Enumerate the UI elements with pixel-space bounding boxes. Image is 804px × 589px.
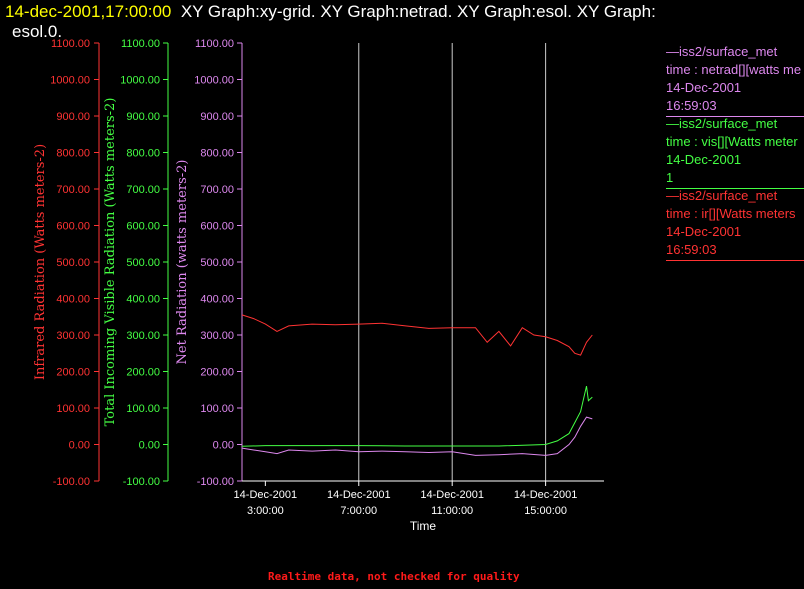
y-tick-label-2: 300.00 [126,330,160,342]
x-axis-title: Time [410,519,437,533]
y-tick-label-2: 0.00 [139,440,160,452]
timestamp: 14-dec-2001,17:00:00 [5,2,172,21]
y-tick-label-1: -100.00 [53,476,90,488]
y-tick-label-1: 400.00 [56,294,90,306]
y-axis-title-3: Net Radiation (watts meters-2) [175,160,190,365]
legend-line: —iss2/surface_met [666,188,778,203]
y-tick-label-2: 800.00 [126,148,160,160]
y-tick-label-2: 100.00 [126,403,160,415]
header-line-1: 14-dec-2001,17:00:00 XY Graph:xy-grid. X… [5,2,656,22]
y-tick-label-3: 500.00 [200,257,234,269]
x-tick-label-time: 3:00:00 [247,505,284,517]
legend-line: —iss2/surface_met [666,44,778,59]
legend-line: time : ir[][Watts meters [666,206,796,221]
graph-list: XY Graph:xy-grid. XY Graph:netrad. XY Gr… [180,2,656,21]
y-tick-label-2: -100.00 [123,476,160,488]
y-tick-label-2: 200.00 [126,367,160,379]
y-tick-label-1: 800.00 [56,148,90,160]
y-tick-label-1: 200.00 [56,367,90,379]
y-tick-label-2: 900.00 [126,111,160,123]
quality-warning: Realtime data, not checked for quality [268,570,520,583]
legend-line: 1 [666,170,674,185]
y-tick-label-3: 1100.00 [195,38,234,50]
y-tick-label-1: 700.00 [56,184,90,196]
y-tick-label-3: 400.00 [200,294,234,306]
y-tick-label-3: 800.00 [200,148,234,160]
y-tick-label-3: -100.00 [197,476,234,488]
series-infrared-line [241,314,593,356]
y-tick-label-3: 600.00 [200,221,234,233]
legend-line: time : netrad[][watts me [666,62,802,77]
x-tick-label-time: 7:00:00 [340,505,377,517]
y-tick-label-2: 700.00 [126,184,160,196]
y-tick-label-1: 600.00 [56,221,90,233]
y-tick-label-2: 1000.00 [120,75,160,87]
x-tick-label-date: 14-Dec-2001 [234,489,298,501]
x-tick-label-date: 14-Dec-2001 [420,489,484,501]
y-tick-label-1: 1100.00 [51,38,90,50]
y-tick-label-3: 100.00 [200,403,234,415]
legend-line: 14-Dec-2001 [666,80,742,95]
y-tick-label-3: 300.00 [200,330,234,342]
legend-line: —iss2/surface_met [666,116,778,131]
y-tick-label-1: 100.00 [56,403,90,415]
y-tick-label-2: 400.00 [126,294,160,306]
y-tick-label-3: 0.00 [213,440,234,452]
y-tick-label-1: 1000.00 [50,75,90,87]
y-axis-title-2: Total Incoming Visible Radiation (Watts … [103,98,118,427]
x-tick-label-time: 15:00:00 [524,505,567,517]
y-tick-label-1: 900.00 [56,111,90,123]
y-tick-label-3: 900.00 [200,111,234,123]
legend-line: 14-Dec-2001 [666,224,742,239]
series-visible-line [241,385,593,447]
legend-line: 16:59:03 [666,242,717,257]
y-tick-label-1: 500.00 [56,257,90,269]
x-tick-label-date: 14-Dec-2001 [327,489,391,501]
y-tick-label-3: 200.00 [200,367,234,379]
x-tick-label-time: 11:00:00 [431,505,473,517]
x-tick-label-date: 14-Dec-2001 [514,489,578,501]
legend-line: time : vis[][Watts meter [666,134,798,149]
header-line-2: esol.0. [12,22,63,41]
y-tick-label-3: 1000.00 [194,75,234,87]
y-tick-label-2: 600.00 [126,221,160,233]
series-net-line [241,416,593,456]
y-tick-label-3: 700.00 [200,184,234,196]
y-tick-label-1: 0.00 [69,440,90,452]
y-tick-label-1: 300.00 [56,330,90,342]
y-tick-label-2: 1100.00 [121,38,160,50]
y-axis-title-1: Infrared Radiation (Watts meters-2) [33,144,48,380]
legend-line: 14-Dec-2001 [666,152,742,167]
legend-line: 16:59:03 [666,98,717,113]
y-tick-label-2: 500.00 [126,257,160,269]
